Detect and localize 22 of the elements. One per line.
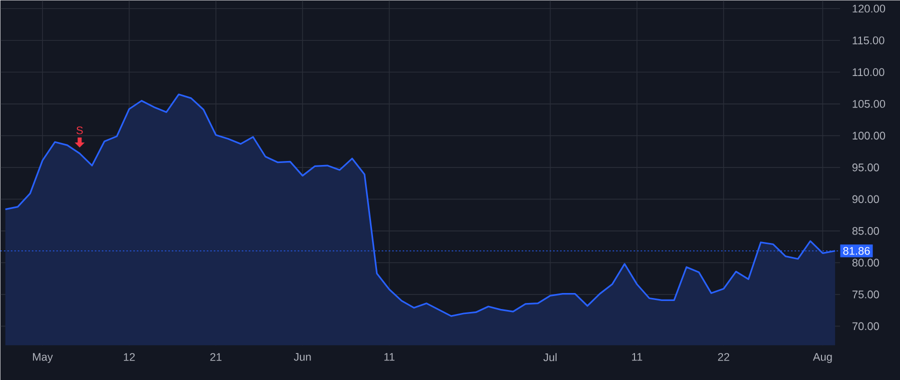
x-tick-label: Jul	[543, 353, 557, 362]
x-tick-label: 12	[124, 352, 135, 361]
x-tick-label: Aug	[812, 353, 832, 363]
y-tick-label: 120.00	[852, 4, 886, 12]
y-tick-label: 105.00	[852, 100, 886, 108]
y-tick-label: 70.00	[852, 322, 879, 330]
x-tick-label: Jun	[294, 353, 311, 361]
x-tick-label: 21	[210, 352, 222, 361]
x-tick-label: 11	[632, 353, 642, 361]
x-tick-label: May	[33, 353, 53, 363]
y-tick-label: 90.00	[852, 195, 879, 203]
y-tick-label: 110.00	[852, 68, 884, 76]
y-tick-label: 85.00	[852, 226, 879, 235]
ref-line-label: 81.86	[843, 246, 870, 255]
annotation: S	[76, 126, 83, 134]
y-tick-label: 100.00	[852, 132, 886, 140]
x-tick-label: 22	[718, 352, 730, 361]
y-tick-label: 75.00	[852, 290, 879, 298]
y-tick-label: 115.00	[852, 36, 884, 44]
x-tick-label: 11	[384, 353, 394, 361]
y-tick-label: 95.00	[852, 163, 879, 172]
y-tick-label: 80.00	[852, 258, 879, 266]
